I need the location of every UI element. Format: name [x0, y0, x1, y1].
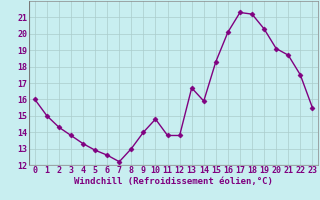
X-axis label: Windchill (Refroidissement éolien,°C): Windchill (Refroidissement éolien,°C) [74, 177, 273, 186]
